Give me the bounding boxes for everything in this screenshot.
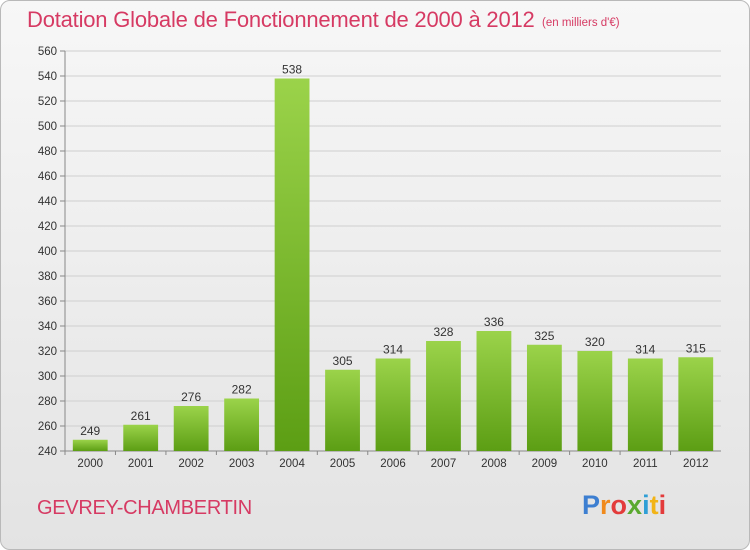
y-tick-label: 400 [38, 246, 57, 258]
y-tick-label: 240 [38, 446, 57, 458]
chart-unit-label: (en milliers d'€) [542, 17, 620, 29]
x-tick-label-2002: 2002 [178, 458, 204, 470]
data-label-2011: 314 [635, 343, 655, 357]
y-tick-label: 560 [38, 46, 57, 58]
bar-2009 [526, 344, 562, 451]
data-label-2006: 314 [383, 343, 403, 357]
commune-name: GEVREY-CHAMBERTIN [37, 497, 252, 519]
x-tick-labels: 2000 2001 2002 2003 2004 2005 2006 2007 2008 2009… [77, 458, 708, 470]
y-tick-label: 520 [38, 96, 57, 108]
x-tick-label-2012: 2012 [683, 458, 709, 470]
y-tick-labels: 240 260 280 300 320 340 360 380 400 420 440 460 480 5… [38, 46, 57, 458]
data-labels: 249 261 276 282 538 305 314 328 336 325 320 314 315 [80, 63, 706, 438]
x-tick-label-2007: 2007 [431, 458, 457, 470]
bars [72, 78, 714, 451]
data-label-2003: 282 [232, 383, 252, 397]
data-label-2005: 305 [333, 354, 353, 368]
bar-2003 [224, 398, 260, 451]
x-tick-label-2009: 2009 [532, 458, 558, 470]
data-label-2010: 320 [585, 335, 605, 349]
bar-2007 [426, 341, 461, 451]
y-tick-label: 380 [38, 271, 57, 283]
data-label-2000: 249 [80, 424, 100, 438]
data-label-2001: 261 [131, 409, 151, 423]
bar-2005 [325, 369, 360, 451]
x-tick-label-2008: 2008 [481, 458, 507, 470]
y-tick-label: 300 [38, 371, 57, 383]
data-label-2012: 315 [686, 341, 706, 355]
x-tick-label-2005: 2005 [330, 458, 356, 470]
x-tick-label-2011: 2011 [633, 458, 658, 470]
proxiti-logo: Proxiti [582, 490, 667, 520]
y-tick-label: 360 [38, 296, 57, 308]
x-tick-label-2010: 2010 [582, 458, 608, 470]
y-tick-label: 460 [38, 171, 57, 183]
bar-2008 [476, 331, 512, 451]
bar-2002 [173, 406, 209, 451]
bar-2004 [274, 78, 310, 451]
x-tick-label-2000: 2000 [77, 458, 103, 470]
x-tick-label-2006: 2006 [380, 458, 406, 470]
data-label-2008: 336 [484, 315, 504, 329]
data-label-2002: 276 [181, 390, 201, 404]
y-tick-label: 320 [38, 346, 57, 358]
bar-2001 [123, 424, 159, 451]
y-tick-label: 540 [38, 71, 57, 83]
y-tick-label: 480 [38, 146, 57, 158]
y-tick-label: 420 [38, 221, 57, 233]
x-tick-label-2001: 2001 [128, 458, 154, 470]
y-tick-label: 340 [38, 321, 57, 333]
y-tick-label: 280 [38, 396, 57, 408]
data-label-2009: 325 [534, 329, 554, 343]
data-label-2004: 538 [282, 63, 302, 77]
bar-2000 [72, 439, 108, 451]
y-tick-label: 440 [38, 196, 57, 208]
bar-2012 [678, 357, 714, 451]
data-label-2007: 328 [433, 325, 453, 339]
bar-2010 [577, 351, 613, 451]
y-tick-label: 500 [38, 121, 57, 133]
bar-2011 [627, 358, 663, 451]
x-tick-label-2003: 2003 [229, 458, 255, 470]
chart-title: Dotation Globale de Fonctionnement de 20… [27, 7, 535, 32]
x-tick-label-2004: 2004 [279, 458, 305, 470]
bar-2006 [375, 358, 411, 451]
y-tick-label: 260 [38, 421, 57, 433]
